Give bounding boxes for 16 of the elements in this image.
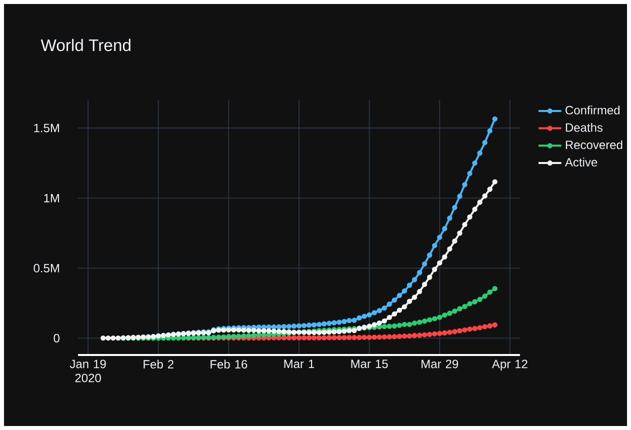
- y-tick-label: 1.5M: [34, 124, 59, 132]
- chart-title: World Trend: [40, 38, 130, 52]
- x-tick-label: Jan 19 2020: [70, 360, 106, 382]
- x-tick-label: Mar 15: [351, 360, 388, 368]
- legend-label: Confirmed: [566, 106, 620, 114]
- legend-label: Deaths: [566, 122, 603, 132]
- x-tick-label: Mar 29: [422, 360, 458, 368]
- x-tick-label: Apr 12: [492, 360, 528, 371]
- y-tick-label: 1M: [44, 194, 59, 202]
- x-tick-label: Feb 16: [210, 360, 248, 369]
- y-tick-label: 0: [54, 334, 60, 342]
- y-tick-label: 0.5M: [34, 264, 59, 272]
- legend-label: Active: [564, 158, 598, 167]
- x-tick-label: Mar 1: [284, 360, 314, 368]
- legend-label: Recovered: [566, 140, 622, 150]
- x-tick-label: Feb 2: [144, 360, 174, 369]
